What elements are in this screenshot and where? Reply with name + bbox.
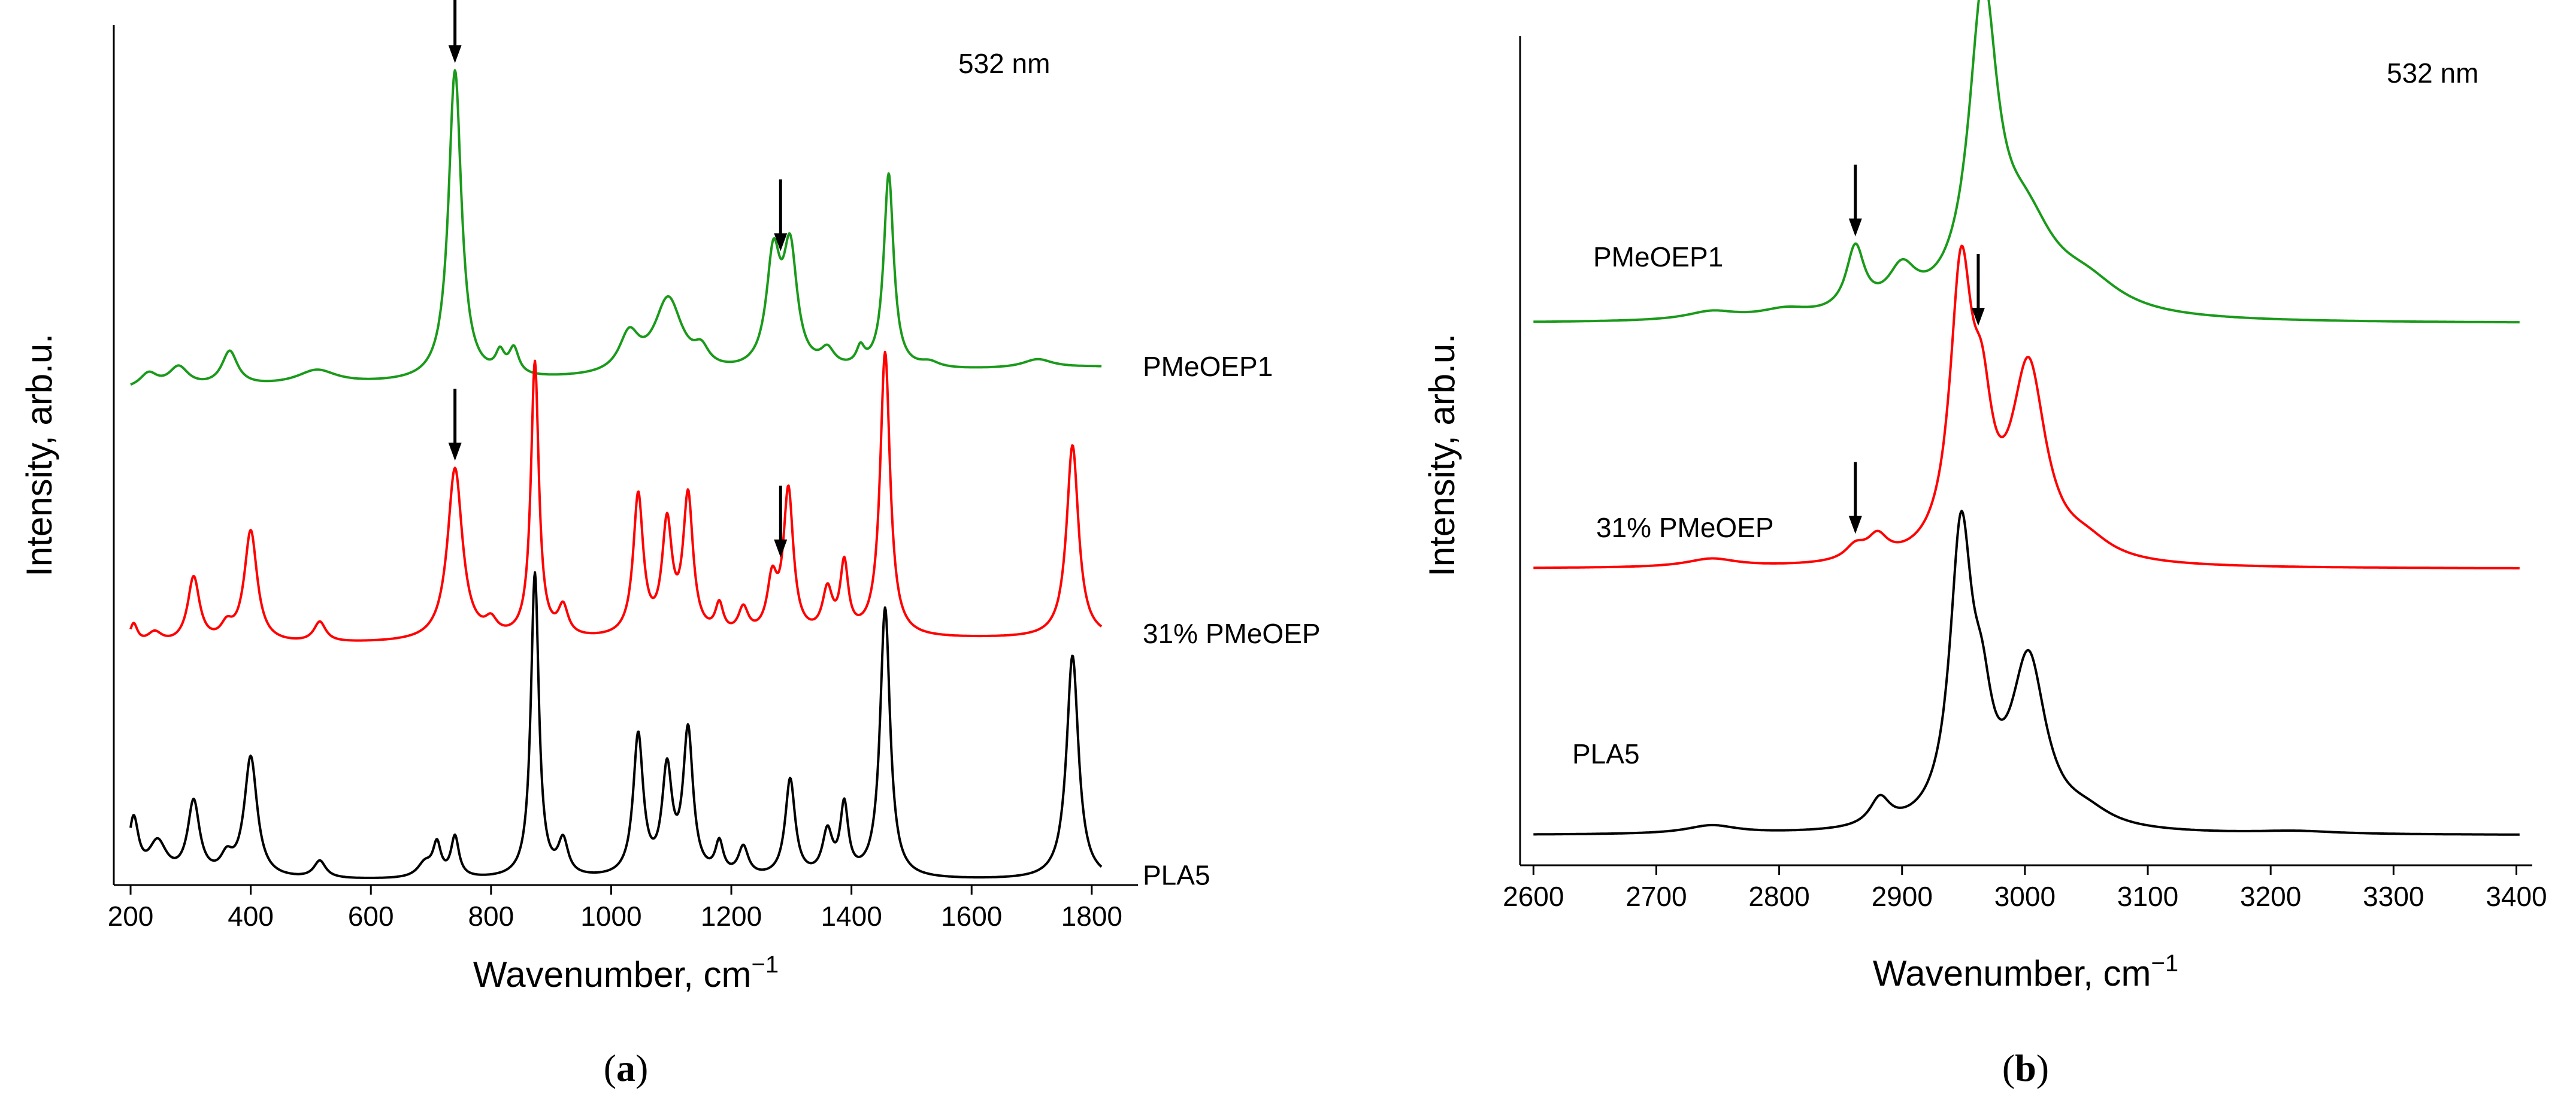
panel-b-x-tick-label: 3000 (1994, 881, 2056, 912)
panel-b-peak-arrowhead (1848, 516, 1862, 534)
panel-a-peak-arrowhead (448, 443, 462, 461)
panel-a-peak-arrowhead (774, 540, 788, 558)
panel-a-x-tick-label: 1000 (580, 901, 641, 932)
panel-a-x-axis-label: Wavenumber, cm−1 (473, 952, 779, 995)
panel-a-series-label: PLA5 (1143, 860, 1210, 891)
panel-b-peak-arrowhead (1971, 308, 1985, 326)
panel-a-series-label: PMeOEP1 (1143, 351, 1273, 382)
panel-b-wavelength-annotation: 532 nm (2387, 57, 2478, 89)
panel-a-trace-pmeoep1 (130, 69, 1102, 386)
panel-b-trace-pmeoep1 (1533, 0, 2520, 324)
panel-b-x-tick-label: 3200 (2240, 881, 2301, 912)
panel-a-peak-arrowhead (774, 233, 788, 251)
panel-a-x-tick-label: 400 (228, 901, 274, 932)
panel-a-x-tick-label: 800 (468, 901, 514, 932)
panel-b-label: (b) (2002, 1047, 2049, 1089)
panel-b-trace-31-pmeoep (1533, 244, 2520, 569)
panel-a-series-label: 31% PMeOEP (1143, 618, 1321, 649)
panel-b-peak-arrowhead (1848, 218, 1862, 237)
panel-a-trace-31-pmeoep (129, 350, 1103, 642)
panel-a-x-tick-label: 1600 (941, 901, 1002, 932)
panel-b-series-label: 31% PMeOEP (1596, 512, 1774, 543)
panel-b-x-tick-label: 3100 (2117, 881, 2178, 912)
panel-a-x-tick-label: 1800 (1061, 901, 1122, 932)
panel-b-series-label: PMeOEP1 (1593, 241, 1723, 272)
chart-panel-b: 2600 2700 2800 2900 3000 3100 3200 3300 3400 PMe… (1422, 0, 2547, 1089)
panel-a-label: (a) (604, 1047, 649, 1089)
panel-b-x-tick-label: 3400 (2486, 881, 2547, 912)
panel-b-x-tick-label: 2600 (1503, 881, 1564, 912)
panel-a-peak-arrowhead (448, 45, 462, 63)
panel-b-x-axis-label: Wavenumber, cm−1 (1873, 950, 2178, 993)
panel-b-trace-pla5 (1533, 510, 2520, 836)
panel-b-x-tick-label: 3300 (2363, 881, 2424, 912)
panel-b-x-tick-label: 2900 (1872, 881, 1933, 912)
panel-b-series-label: PLA5 (1572, 738, 1640, 769)
panel-b-y-axis-label: Intensity, arb.u. (1422, 334, 1462, 577)
panel-a-x-tick-label: 600 (348, 901, 394, 932)
panel-a-wavelength-annotation: 532 nm (958, 48, 1050, 79)
panel-b-x-tick-label: 2700 (1625, 881, 1687, 912)
chart-panel-a: 200 400 600 800 1000 1200 1400 1600 1800 PMeOEP1… (19, 0, 1321, 1089)
panel-a-trace-pla5 (129, 571, 1103, 879)
panel-a-x-tick-label: 200 (108, 901, 154, 932)
panel-a-x-tick-label: 1400 (821, 901, 882, 932)
panel-a-x-tick-label: 1200 (701, 901, 762, 932)
panel-a-y-axis-label: Intensity, arb.u. (19, 334, 59, 577)
panel-b-x-tick-label: 2800 (1748, 881, 1809, 912)
